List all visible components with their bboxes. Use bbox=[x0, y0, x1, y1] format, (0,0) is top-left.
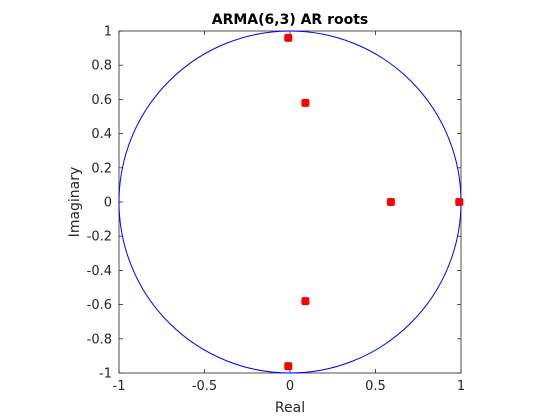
y-tick-label: 1 bbox=[104, 25, 112, 40]
x-tick-label: 1 bbox=[457, 379, 465, 394]
y-tick-label: -0.2 bbox=[87, 230, 112, 245]
root-point bbox=[284, 362, 293, 371]
x-axis-label: Real bbox=[275, 400, 305, 416]
root-point bbox=[386, 198, 395, 206]
y-tick-label: 0.6 bbox=[91, 93, 112, 108]
y-tick-label: 0 bbox=[104, 196, 112, 211]
root-point bbox=[455, 198, 464, 206]
x-tick-label: -0.5 bbox=[192, 379, 217, 394]
y-axis-label: Imaginary bbox=[67, 167, 83, 238]
y-tick-label: 0.2 bbox=[91, 161, 112, 176]
y-tick-label: -0.6 bbox=[87, 298, 112, 313]
y-tick-label: 0.4 bbox=[91, 127, 112, 142]
plot-area: -1 -0.5 0 0.5 1 1 0.8 0.6 0.4 0.2 0 -0.2 -0.4 -0.6 -0.… bbox=[87, 25, 466, 395]
x-tick-label: 0 bbox=[286, 379, 294, 394]
y-tick-label: -0.8 bbox=[87, 332, 112, 347]
root-point bbox=[284, 33, 293, 42]
y-tick-label: -1 bbox=[99, 367, 112, 382]
root-point bbox=[301, 297, 310, 306]
chart-title: ARMA(6,3) AR roots bbox=[212, 12, 369, 28]
y-tick-label: 0.8 bbox=[91, 59, 112, 74]
x-tick-label: -1 bbox=[113, 379, 126, 394]
x-tick-label: 0.5 bbox=[365, 379, 386, 394]
y-tick-label: -0.4 bbox=[87, 264, 112, 279]
root-point bbox=[301, 98, 310, 107]
